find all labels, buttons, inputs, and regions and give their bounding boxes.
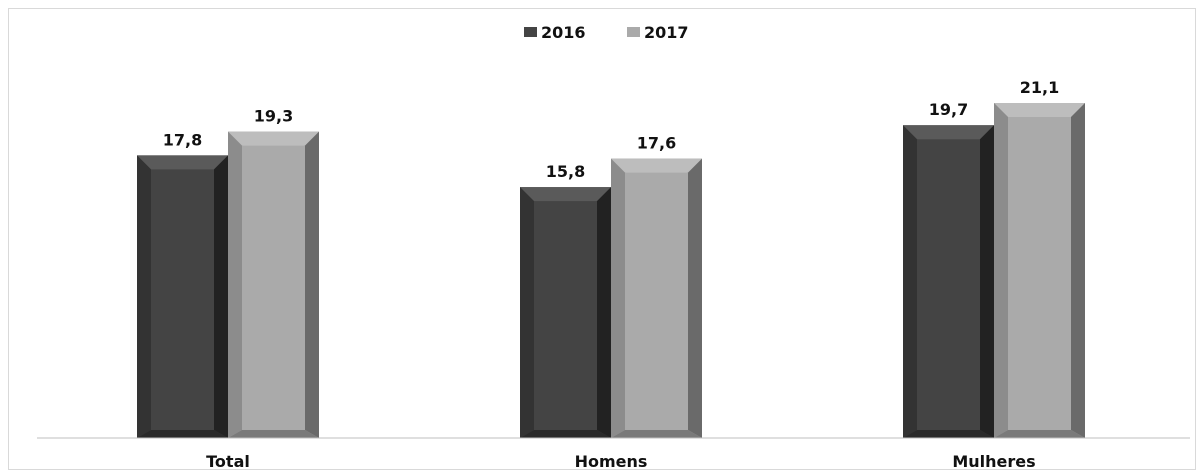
legend: 2016 2017 xyxy=(524,23,689,42)
category-label-mulheres: Mulheres xyxy=(952,452,1035,471)
legend-item-2016: 2016 xyxy=(524,23,586,42)
value-label-homens-2017: 17,6 xyxy=(637,134,676,153)
bar-mulheres-2016 xyxy=(903,125,994,439)
legend-label-2016: 2016 xyxy=(541,23,586,42)
category-label-total: Total xyxy=(206,452,250,471)
value-label-mulheres-2016: 19,7 xyxy=(929,100,968,119)
value-label-mulheres-2017: 21,1 xyxy=(1020,78,1059,97)
bars xyxy=(137,103,1085,439)
bar-homens-2017 xyxy=(611,158,702,438)
category-label-homens: Homens xyxy=(575,452,648,471)
legend-item-2017: 2017 xyxy=(627,23,689,42)
value-label-total-2017: 19,3 xyxy=(254,107,293,126)
value-labels: 17,8 19,3 15,8 17,6 19,7 21,1 xyxy=(163,78,1059,181)
bar-homens-2016 xyxy=(520,187,611,438)
value-label-total-2016: 17,8 xyxy=(163,130,202,149)
bar-total-2017 xyxy=(228,131,319,439)
category-labels: Total Homens Mulheres xyxy=(206,452,1036,471)
bar-mulheres-2017 xyxy=(994,103,1085,438)
bar-total-2016 xyxy=(137,155,228,438)
legend-swatch-2016 xyxy=(524,27,537,37)
legend-label-2017: 2017 xyxy=(644,23,689,42)
value-label-homens-2016: 15,8 xyxy=(546,162,585,181)
legend-swatch-2017 xyxy=(627,27,640,37)
